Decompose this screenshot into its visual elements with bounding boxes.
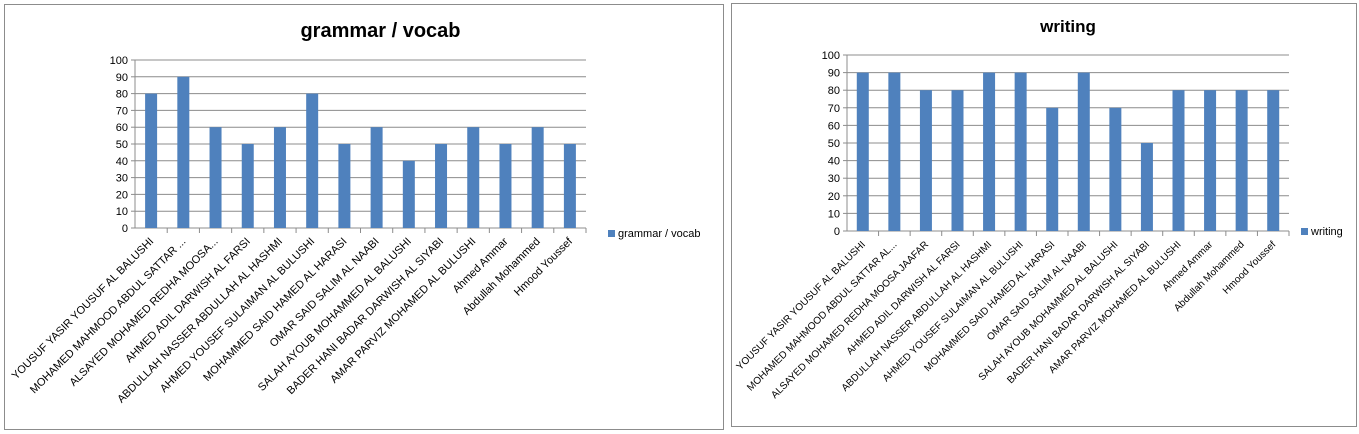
bar xyxy=(1109,107,1122,231)
y-tick-label: 70 xyxy=(828,103,840,115)
y-tick-label: 80 xyxy=(116,89,128,101)
x-tick-label: AHMED ADIL DARWISH AL FARSI xyxy=(845,239,963,357)
y-tick-label: 40 xyxy=(116,156,128,168)
bar xyxy=(177,76,190,228)
y-tick-label: 0 xyxy=(834,226,840,238)
chart-title: grammar / vocab xyxy=(300,20,460,42)
bar xyxy=(1235,90,1248,231)
bar xyxy=(1172,90,1185,231)
bar xyxy=(1046,107,1059,231)
bar xyxy=(338,144,351,228)
bar xyxy=(1014,72,1027,231)
legend-label: writing xyxy=(1310,226,1343,238)
y-tick-label: 20 xyxy=(828,191,840,203)
bar xyxy=(856,72,869,231)
legend-label: grammar / vocab xyxy=(618,228,701,240)
x-tick-label: ALSAYED MOHAMED REDHA MOOSA... xyxy=(68,236,221,389)
y-tick-label: 50 xyxy=(116,139,128,151)
y-tick-label: 20 xyxy=(116,189,128,201)
y-tick-label: 70 xyxy=(116,105,128,117)
chart-grammar-vocab-svg: grammar / vocab0102030405060708090100YOU… xyxy=(10,20,701,406)
x-tick-label: Ahmed Ammar xyxy=(451,235,511,295)
bar xyxy=(919,90,932,231)
y-tick-label: 10 xyxy=(116,206,128,218)
bar xyxy=(563,144,576,228)
y-tick-label: 100 xyxy=(110,55,128,67)
y-tick-label: 40 xyxy=(828,156,840,168)
bar xyxy=(531,127,544,228)
bar xyxy=(435,144,448,228)
legend-swatch xyxy=(608,230,615,237)
y-tick-label: 100 xyxy=(822,50,840,62)
x-tick-label: Hmood Youssef xyxy=(512,235,576,299)
x-tick-label: MOHAMED MAHMOOD ABDUL SATTAR AL... xyxy=(745,239,899,393)
legend-swatch xyxy=(1301,228,1308,235)
bar xyxy=(1267,90,1280,231)
bar xyxy=(209,127,222,228)
y-tick-label: 0 xyxy=(122,223,128,235)
bar xyxy=(402,160,415,228)
y-tick-label: 60 xyxy=(116,122,128,134)
y-tick-label: 90 xyxy=(116,72,128,84)
bar xyxy=(1077,72,1090,231)
y-tick-label: 30 xyxy=(828,173,840,185)
bar xyxy=(1140,143,1153,231)
bar xyxy=(499,144,512,228)
bar xyxy=(888,72,901,231)
bar xyxy=(145,93,158,228)
bar xyxy=(273,127,286,228)
bar xyxy=(951,90,964,231)
y-tick-label: 90 xyxy=(828,68,840,80)
y-tick-label: 50 xyxy=(828,138,840,150)
bar xyxy=(1204,90,1217,231)
bar xyxy=(306,93,319,228)
bar xyxy=(983,72,996,231)
chart-grammar-vocab: grammar / vocab 0 10 20 30 40 50 60 70 80 90 100 YOU… xyxy=(4,4,724,430)
bar xyxy=(370,127,383,228)
y-tick-label: 60 xyxy=(828,120,840,132)
chart-title: writing xyxy=(1039,17,1096,36)
bar xyxy=(467,127,480,228)
bar xyxy=(241,144,254,228)
y-tick-label: 80 xyxy=(828,85,840,97)
chart-writing: writing 0 10 20 30 40 50 60 70 80 90 100 YOUSUF YASI… xyxy=(731,3,1357,427)
y-tick-label: 10 xyxy=(828,208,840,220)
y-tick-label: 30 xyxy=(116,173,128,185)
